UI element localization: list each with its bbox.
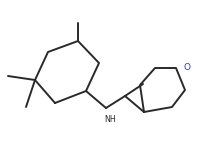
Text: O: O (184, 62, 190, 72)
Text: NH: NH (104, 115, 116, 125)
